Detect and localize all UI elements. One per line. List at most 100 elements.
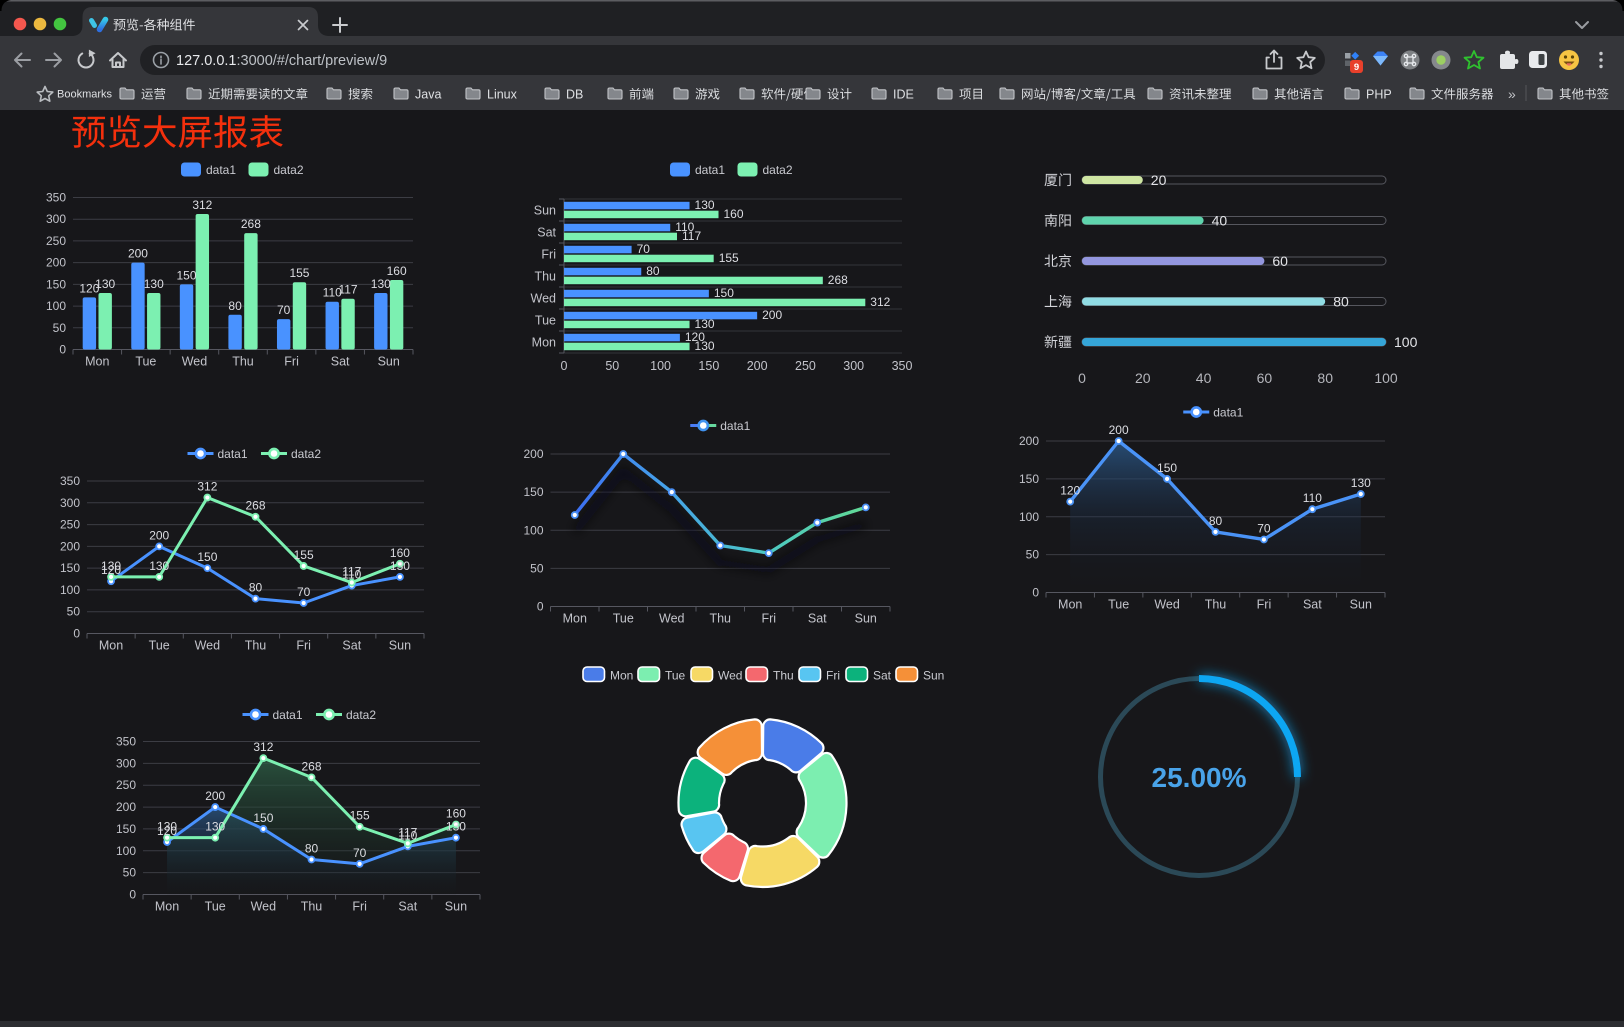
svg-text:300: 300 bbox=[60, 496, 80, 510]
svg-text:Fri: Fri bbox=[826, 669, 840, 683]
svg-text:110: 110 bbox=[675, 220, 694, 234]
svg-text:268: 268 bbox=[828, 273, 848, 287]
svg-text:130: 130 bbox=[101, 559, 121, 573]
svg-text:Mon: Mon bbox=[1058, 598, 1082, 612]
svg-text:110: 110 bbox=[1303, 491, 1322, 505]
svg-text:Fri: Fri bbox=[541, 248, 556, 262]
svg-text:130: 130 bbox=[695, 339, 715, 353]
svg-text:Fri: Fri bbox=[761, 612, 776, 626]
svg-text:Tue: Tue bbox=[535, 314, 556, 328]
svg-text:130: 130 bbox=[1351, 476, 1371, 490]
svg-text:Thu: Thu bbox=[773, 669, 794, 683]
svg-text:data1: data1 bbox=[720, 419, 750, 433]
svg-text:80: 80 bbox=[646, 264, 660, 278]
svg-text:150: 150 bbox=[116, 822, 136, 836]
svg-text:PHP: PHP bbox=[1366, 88, 1392, 102]
svg-text:Sat: Sat bbox=[342, 639, 361, 653]
svg-text:Linux: Linux bbox=[487, 88, 518, 102]
svg-text:120: 120 bbox=[79, 281, 99, 295]
svg-text:Mon: Mon bbox=[155, 900, 179, 914]
svg-text:300: 300 bbox=[46, 212, 66, 226]
svg-text:Mon: Mon bbox=[99, 639, 123, 653]
svg-text:Tue: Tue bbox=[613, 612, 634, 626]
svg-text:»: » bbox=[1508, 86, 1516, 102]
svg-text:130: 130 bbox=[149, 559, 169, 573]
svg-text:Fri: Fri bbox=[296, 639, 311, 653]
svg-text:150: 150 bbox=[177, 268, 197, 282]
svg-text:Sat: Sat bbox=[398, 900, 417, 914]
svg-text:130: 130 bbox=[695, 317, 715, 331]
svg-text:200: 200 bbox=[1109, 423, 1129, 437]
svg-text:60: 60 bbox=[1272, 253, 1288, 269]
svg-text:100: 100 bbox=[1394, 334, 1418, 350]
svg-text:117: 117 bbox=[398, 825, 417, 839]
svg-text:Tue: Tue bbox=[665, 669, 686, 683]
svg-text:250: 250 bbox=[60, 518, 80, 532]
svg-text:117: 117 bbox=[338, 283, 357, 297]
svg-text:Java: Java bbox=[415, 88, 441, 102]
svg-text:130: 130 bbox=[446, 820, 466, 834]
svg-text:Sat: Sat bbox=[1303, 598, 1322, 612]
svg-text:100: 100 bbox=[60, 583, 80, 597]
svg-text:DB: DB bbox=[566, 88, 583, 102]
svg-text:200: 200 bbox=[747, 359, 768, 373]
svg-text:80: 80 bbox=[1209, 514, 1223, 528]
svg-text:50: 50 bbox=[123, 866, 137, 880]
svg-text:110: 110 bbox=[398, 828, 417, 842]
svg-text:300: 300 bbox=[843, 359, 864, 373]
svg-text:Thu: Thu bbox=[232, 355, 254, 369]
svg-text:0: 0 bbox=[1078, 370, 1086, 386]
svg-text:127.0.0.1:3000/#/chart/preview: 127.0.0.1:3000/#/chart/preview/9 bbox=[176, 53, 387, 69]
svg-text:130: 130 bbox=[390, 559, 410, 573]
svg-text:150: 150 bbox=[197, 550, 217, 564]
svg-text:Sun: Sun bbox=[923, 669, 944, 683]
svg-text:200: 200 bbox=[116, 800, 136, 814]
svg-text:80: 80 bbox=[249, 581, 263, 595]
svg-text:Tue: Tue bbox=[135, 355, 156, 369]
svg-text:80: 80 bbox=[228, 299, 242, 313]
svg-text:Sat: Sat bbox=[537, 226, 556, 240]
svg-text:Sun: Sun bbox=[445, 900, 467, 914]
svg-text:250: 250 bbox=[46, 234, 66, 248]
svg-text:160: 160 bbox=[390, 546, 410, 560]
svg-text:Mon: Mon bbox=[532, 336, 556, 350]
svg-text:150: 150 bbox=[698, 359, 719, 373]
svg-text:160: 160 bbox=[724, 207, 744, 221]
svg-text:Thu: Thu bbox=[245, 639, 267, 653]
svg-text:50: 50 bbox=[530, 561, 544, 575]
svg-text:80: 80 bbox=[305, 842, 319, 856]
svg-text:70: 70 bbox=[353, 846, 367, 860]
svg-text:120: 120 bbox=[157, 824, 177, 838]
svg-text:150: 150 bbox=[46, 277, 66, 291]
svg-text:155: 155 bbox=[719, 251, 739, 265]
svg-text:312: 312 bbox=[253, 740, 273, 754]
svg-text:Fri: Fri bbox=[1257, 598, 1272, 612]
svg-text:Tue: Tue bbox=[1108, 598, 1129, 612]
svg-text:0: 0 bbox=[1032, 586, 1039, 600]
svg-text:200: 200 bbox=[128, 247, 148, 261]
svg-text:155: 155 bbox=[294, 548, 314, 562]
svg-text:Thu: Thu bbox=[301, 900, 323, 914]
svg-text:268: 268 bbox=[301, 759, 321, 773]
svg-text:40: 40 bbox=[1196, 370, 1212, 386]
svg-text:20: 20 bbox=[1135, 370, 1151, 386]
svg-text:Sun: Sun bbox=[534, 204, 556, 218]
svg-text:130: 130 bbox=[695, 198, 715, 212]
svg-text:350: 350 bbox=[46, 191, 66, 205]
svg-text:data1: data1 bbox=[1213, 406, 1243, 420]
svg-text:data1: data1 bbox=[273, 708, 303, 722]
svg-text:data1: data1 bbox=[218, 447, 248, 461]
svg-text:100: 100 bbox=[116, 844, 136, 858]
svg-text:Wed: Wed bbox=[718, 669, 742, 683]
svg-text:120: 120 bbox=[101, 563, 121, 577]
svg-text:Wed: Wed bbox=[182, 355, 208, 369]
svg-text:250: 250 bbox=[116, 778, 136, 792]
svg-text:80: 80 bbox=[1317, 370, 1333, 386]
svg-text:130: 130 bbox=[95, 277, 115, 291]
svg-text:160: 160 bbox=[446, 807, 466, 821]
svg-text:Sat: Sat bbox=[331, 355, 350, 369]
svg-text:Wed: Wed bbox=[659, 612, 685, 626]
svg-text:Mon: Mon bbox=[563, 612, 587, 626]
svg-text:160: 160 bbox=[387, 264, 407, 278]
svg-text:100: 100 bbox=[1374, 370, 1398, 386]
